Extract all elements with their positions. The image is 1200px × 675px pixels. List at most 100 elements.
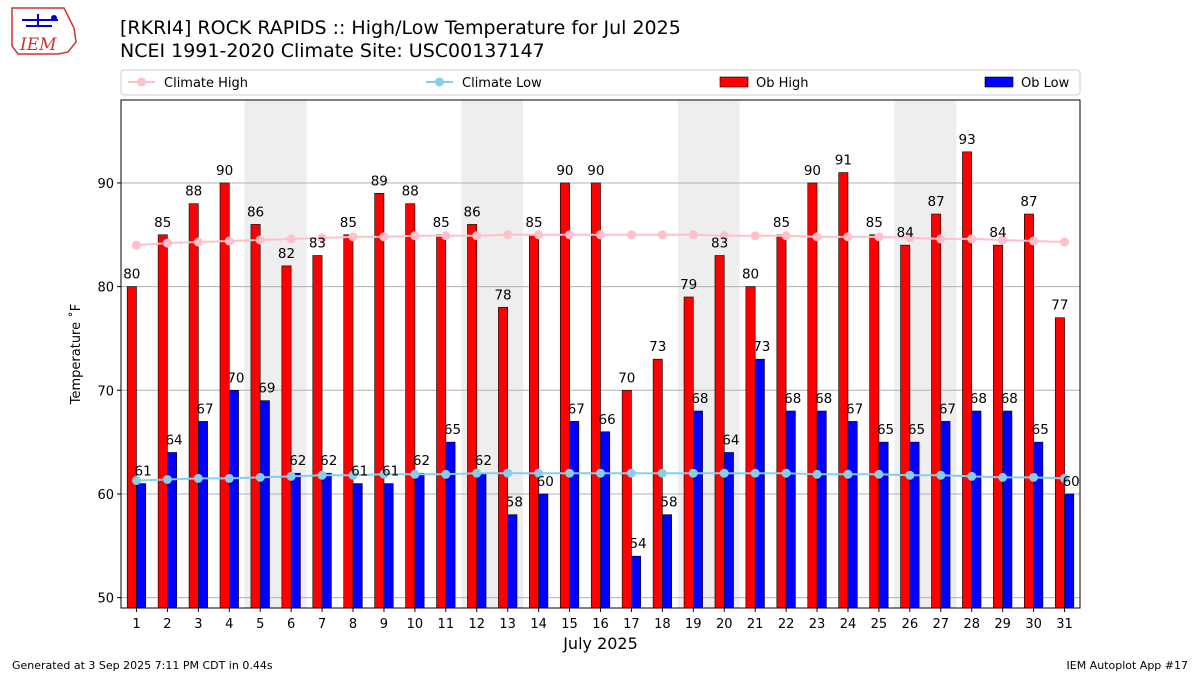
ob-low-label: 69: [258, 381, 275, 397]
x-tick-label: 5: [256, 617, 264, 632]
climate-low-point: [688, 468, 698, 478]
ob-high-bar: [250, 224, 261, 609]
ob-high-bar: [683, 296, 694, 609]
legend-ob-high-swatch: [719, 76, 749, 88]
legend-ob-high-label: Ob High: [756, 76, 809, 91]
ob-high-label: 90: [587, 163, 604, 179]
climate-high-point: [441, 231, 451, 241]
climate-low-point: [781, 468, 791, 478]
ob-high-label: 90: [804, 163, 821, 179]
ob-high-label: 85: [866, 215, 883, 231]
ob-high-bar: [559, 182, 570, 609]
ob-low-label: 60: [537, 474, 554, 490]
chart-subtitle: NCEI 1991-2020 Climate Site: USC00137147: [120, 40, 545, 62]
legend-climate-low-label: Climate Low: [462, 76, 542, 91]
x-tick-label: 25: [871, 617, 888, 632]
ob-low-label: 68: [784, 391, 801, 407]
ob-low-bar: [569, 421, 580, 609]
ob-high-label: 88: [185, 184, 202, 200]
x-tick-label: 13: [499, 617, 516, 632]
ob-high-label: 85: [340, 215, 357, 231]
ob-low-label: 62: [320, 453, 337, 469]
ob-low-bar: [228, 389, 239, 609]
climate-high-point: [998, 235, 1008, 245]
climate-high-point: [472, 231, 482, 241]
ob-low-bar: [538, 493, 549, 609]
legend-climate-high-marker: [137, 77, 146, 87]
ob-low-bar: [198, 421, 208, 609]
climate-low-point: [410, 469, 420, 479]
climate-high-point: [1029, 236, 1039, 246]
climate-low-point: [657, 468, 667, 478]
climate-low-point: [596, 468, 605, 478]
ob-low-label: 67: [939, 401, 956, 417]
x-tick-label: 6: [287, 617, 295, 632]
climate-high-point: [193, 237, 203, 247]
ob-low-label: 65: [1032, 422, 1049, 438]
climate-high-point: [688, 230, 698, 240]
ob-low-bar: [383, 483, 394, 609]
climate-high-point: [874, 232, 884, 242]
legend-box: [120, 69, 1081, 96]
climate-high-point: [410, 231, 420, 241]
ob-low-bar: [693, 410, 703, 609]
ob-low-label: 62: [289, 453, 306, 469]
climate-low-point: [626, 468, 636, 478]
x-tick-label: 19: [685, 617, 702, 632]
ob-low-label: 61: [382, 464, 399, 480]
ob-high-label: 77: [1051, 298, 1068, 314]
ob-low-bar: [290, 472, 301, 609]
climate-low-point: [131, 475, 141, 485]
x-tick-label: 21: [747, 617, 764, 632]
ob-high-bar: [157, 234, 168, 609]
ob-high-label: 93: [958, 132, 975, 148]
climate-low-point: [1029, 472, 1039, 482]
x-tick-label: 16: [592, 617, 609, 632]
ob-low-label: 68: [1001, 391, 1018, 407]
ob-high-bar: [126, 286, 137, 609]
ob-high-label: 73: [649, 339, 666, 355]
x-tick-label: 11: [438, 617, 455, 632]
climate-low-point: [224, 473, 234, 483]
climate-low-point: [286, 471, 296, 481]
logo-text: IEM: [19, 35, 57, 55]
climate-high-point: [565, 230, 575, 240]
ob-low-bar: [940, 421, 951, 609]
ob-high-label: 70: [618, 370, 635, 386]
x-tick-label: 12: [468, 617, 485, 632]
ob-high-label: 90: [556, 163, 573, 179]
ob-high-bar: [621, 389, 632, 609]
climate-high-point: [626, 230, 636, 240]
legend-climate-high-label: Climate High: [164, 76, 248, 91]
legend-climate-low-marker: [435, 77, 444, 87]
x-tick-label: 8: [349, 617, 357, 632]
x-tick-label: 29: [994, 617, 1011, 632]
ob-low-bar: [1064, 493, 1075, 609]
ob-high-label: 78: [494, 287, 511, 303]
ob-high-bar: [529, 234, 539, 609]
ob-high-bar: [745, 286, 756, 609]
ob-low-label: 64: [165, 432, 182, 448]
x-tick-label: 22: [778, 617, 795, 632]
ob-low-bar: [1002, 410, 1013, 609]
climate-low-point: [348, 470, 358, 480]
climate-high-point: [1060, 237, 1070, 247]
y-tick-label: 50: [97, 592, 114, 607]
y-tick-label: 90: [97, 177, 114, 192]
x-tick-label: 9: [380, 617, 388, 632]
x-tick-label: 15: [561, 617, 578, 632]
climate-low-point: [193, 473, 203, 483]
climate-low-point: [503, 468, 513, 478]
ob-low-label: 61: [135, 464, 152, 480]
generated-timestamp: Generated at 3 Sep 2025 7:11 PM CDT in 0…: [12, 659, 273, 672]
ob-low-bar: [600, 431, 611, 609]
ob-high-bar: [312, 255, 323, 609]
ob-low-bar: [785, 410, 796, 609]
ob-high-label: 90: [216, 163, 233, 179]
ob-high-bar: [467, 224, 478, 609]
x-tick-label: 3: [194, 617, 202, 632]
ob-high-bar: [590, 182, 601, 609]
climate-high-point: [286, 234, 296, 244]
x-tick-label: 31: [1056, 617, 1073, 632]
x-tick-label: 30: [1025, 617, 1042, 632]
